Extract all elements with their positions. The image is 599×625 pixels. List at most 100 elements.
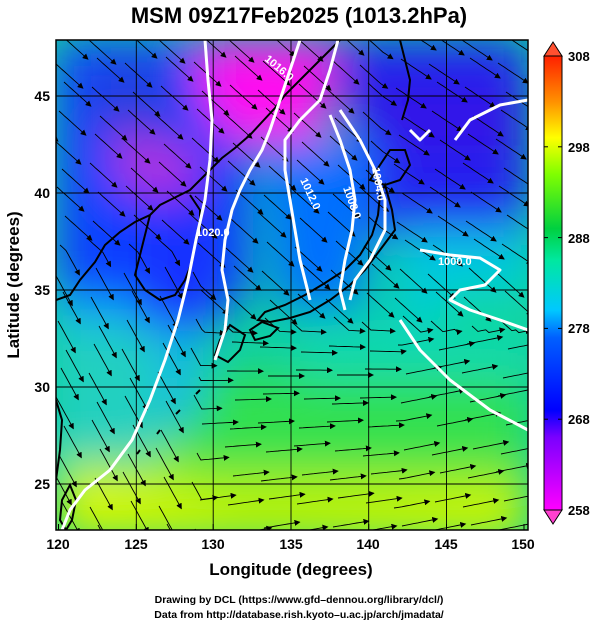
streamline [535,546,570,553]
streamline [258,212,287,238]
y-tick-label: 45 [34,88,50,104]
streamline [438,553,473,560]
streamline [65,40,89,60]
streamline [427,273,456,299]
streamline [97,191,126,217]
streamline [24,555,41,587]
streamline [362,111,392,136]
streamline [191,137,220,163]
streamline [333,316,366,334]
streamline [465,220,497,242]
streamline [462,162,494,184]
streamline [505,420,528,426]
streamline [231,340,269,347]
streamline [300,544,335,551]
streamline [233,265,262,291]
x-tick-label: 135 [279,536,303,552]
streamline [437,215,469,237]
streamline [201,419,239,426]
streamline [234,396,272,403]
streamline [301,468,339,476]
isobars [60,40,528,530]
credit-data: Data from http://database.rish.kyoto–u.a… [154,609,443,621]
streamline [463,296,492,322]
map-title: MSM 09Z17Feb2025 (1013.2hPa) [131,3,467,28]
streamline [58,454,77,488]
streamline [402,315,434,334]
streamline [89,506,104,530]
streamline [231,545,266,552]
streamline [95,267,114,301]
streamline [127,453,146,487]
streamline [403,440,441,451]
x-tick-label: 130 [201,536,225,552]
streamline [498,185,528,207]
y-tick-label: 25 [34,476,50,492]
streamline [337,490,375,499]
x-tick-label: 145 [434,536,458,552]
streamline [265,107,294,133]
streamline [199,492,237,501]
streamline [395,87,427,109]
streamline [363,245,392,271]
streamline [401,192,433,214]
streamline [263,519,301,529]
streamline [262,390,300,397]
streamline [507,552,542,559]
streamline [467,133,499,155]
streamline [397,548,432,555]
streamline [346,40,365,56]
streamline [439,139,471,161]
streamline [228,294,257,320]
streamline [404,239,436,261]
streamline [461,363,499,374]
streamline [198,376,234,384]
streamline [162,342,181,376]
streamline [393,163,425,185]
streamline [400,58,432,80]
y-tick-label: 40 [34,185,50,201]
streamline [366,292,395,318]
streamline [122,138,151,164]
streamline [276,40,296,57]
streamline [57,320,76,354]
streamline [329,473,367,481]
streamline [227,497,265,506]
streamline [135,40,158,59]
streamline [436,81,468,103]
streamline [464,410,502,421]
streamline [361,321,396,334]
streamline [371,263,400,289]
streamline [500,109,528,131]
streamline [332,193,361,219]
streamline [298,423,336,430]
streamline [506,214,528,230]
colorbar-tick-label: 268 [568,412,590,427]
streamline [291,188,320,214]
streamline [257,89,286,115]
streamline [29,526,46,558]
streamline [466,547,501,554]
streamline [125,185,154,211]
streamline [234,55,263,81]
streamline [439,463,477,474]
streamline [359,394,397,401]
streamline [94,477,113,511]
streamline [56,63,84,89]
streamline [132,91,161,117]
streamline [370,467,408,475]
streamline [56,141,82,165]
streamline [328,343,366,350]
streamline [395,413,433,422]
streamline [56,396,74,430]
streamline [500,448,528,455]
streamline [96,401,115,435]
streamline [296,159,325,185]
streamline [158,161,187,187]
streamline [326,88,355,114]
streamline [26,135,53,159]
streamline [428,387,466,398]
streamline [263,194,292,220]
streamline [93,554,110,586]
streamline [206,40,227,58]
